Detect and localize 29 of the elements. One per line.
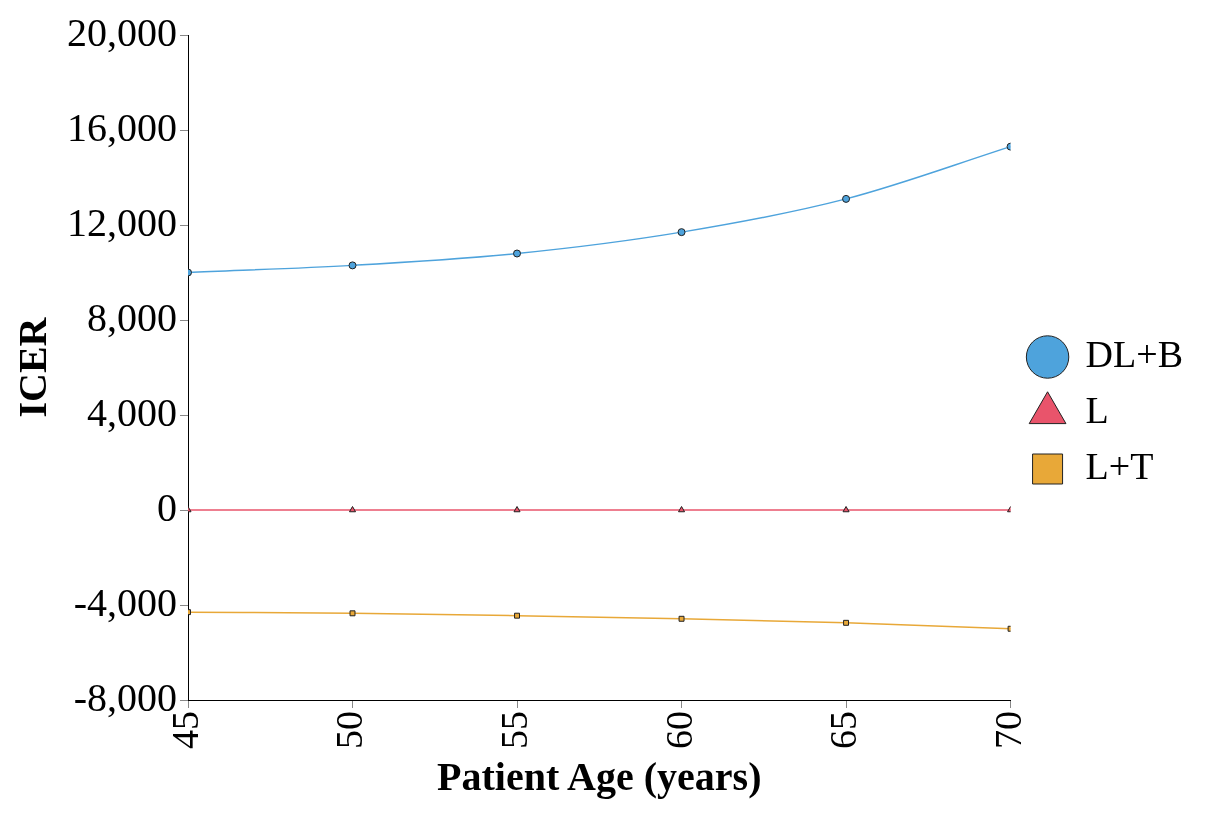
x-tick-label: 60 [657, 711, 700, 749]
point [677, 228, 686, 237]
point [348, 261, 357, 270]
x-tick-label: 55 [493, 711, 536, 749]
y-tick-label: 16,000 [67, 104, 177, 150]
legend-label: L+T [1085, 444, 1154, 487]
y-axis-title: ICER [10, 316, 56, 418]
x-tick-label: 50 [328, 711, 371, 749]
point [842, 194, 851, 203]
point [514, 612, 520, 619]
y-tick-label: 12,000 [67, 199, 177, 245]
point [678, 615, 685, 622]
point [513, 506, 521, 513]
point [842, 506, 850, 513]
y-tick-label: -4,000 [73, 579, 177, 625]
point [678, 506, 686, 513]
x-tick-label: 65 [822, 711, 865, 749]
legend-label: DL+B [1085, 332, 1184, 375]
y-tick-label: 8,000 [87, 294, 177, 340]
y-tick-label: 4,000 [87, 389, 177, 435]
point [349, 610, 356, 617]
point [348, 506, 357, 513]
point [513, 249, 522, 258]
point [843, 619, 850, 626]
y-tick-label: 20,000 [67, 9, 177, 55]
legend-label: L [1085, 388, 1109, 431]
x-axis-title: Patient Age (years) [437, 754, 762, 800]
y-tick-label: 0 [157, 484, 177, 530]
x-tick-label: 70 [986, 711, 1029, 749]
